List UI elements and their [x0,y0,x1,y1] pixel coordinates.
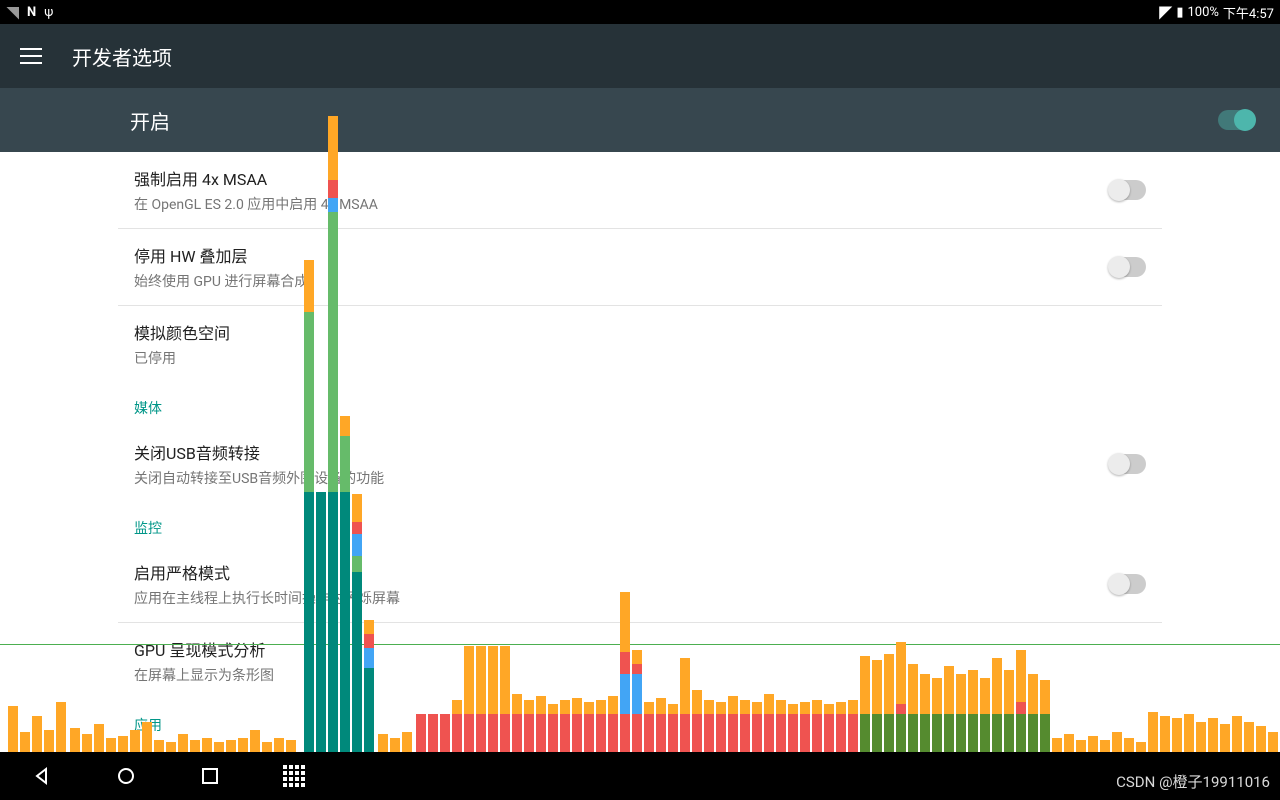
item-sub: 已停用 [134,348,1146,368]
app-bar: 开发者选项 [0,24,1280,88]
switch-msaa[interactable] [1110,180,1146,200]
recent-button[interactable] [198,764,222,788]
usb-icon: ψ [44,5,53,20]
master-switch[interactable] [1218,110,1254,130]
battery-icon: ▮ [1176,5,1183,20]
item-title: 强制启用 4x MSAA [134,166,1110,190]
status-bar: ◥ N ψ ◤ ▮ 100% 下午4:57 [0,0,1280,24]
switch-usb[interactable] [1110,454,1146,474]
wifi-icon: ◤ [1159,3,1172,22]
switch-hw[interactable] [1110,257,1146,277]
section-media: 媒体 [118,382,1162,426]
navigation-bar [0,752,1280,800]
switch-strict[interactable] [1110,574,1146,594]
section-app: 应用 [118,699,1162,743]
item-disable-hw-overlay[interactable]: 停用 HW 叠加层 始终使用 GPU 进行屏幕合成 [118,229,1162,306]
n-icon: N [27,5,36,20]
item-strict-mode[interactable]: 启用严格模式 应用在主线程上执行长时间操作时闪烁屏幕 [118,546,1162,623]
item-title: 停用 HW 叠加层 [134,243,1110,267]
page-title: 开发者选项 [72,42,172,71]
master-switch-row[interactable]: 开启 [0,88,1280,152]
item-title: 启用严格模式 [134,560,1110,584]
settings-list: 强制启用 4x MSAA 在 OpenGL ES 2.0 应用中启用 4x MS… [118,152,1162,743]
item-title: GPU 呈现模式分析 [134,637,1146,661]
back-button[interactable] [30,764,54,788]
clock: 下午4:57 [1223,3,1274,22]
item-sub: 应用在主线程上执行长时间操作时闪烁屏幕 [134,588,1110,608]
item-sub: 在 OpenGL ES 2.0 应用中启用 4x MSAA [134,194,1110,214]
master-switch-label: 开启 [130,106,170,135]
item-sub: 始终使用 GPU 进行屏幕合成 [134,271,1110,291]
battery-pct: 100% [1187,5,1218,20]
item-title: 模拟颜色空间 [134,320,1146,344]
item-simulate-color-space[interactable]: 模拟颜色空间 已停用 [118,306,1162,382]
section-monitor: 监控 [118,502,1162,546]
item-gpu-profiling[interactable]: GPU 呈现模式分析 在屏幕上显示为条形图 [118,623,1162,699]
notif-icon: ◥ [6,3,19,22]
apps-button[interactable] [282,764,306,788]
menu-icon[interactable] [20,48,42,64]
home-button[interactable] [114,764,138,788]
item-usb-audio[interactable]: 关闭USB音频转接 关闭自动转接至USB音频外围设备的功能 [118,426,1162,502]
item-title: 关闭USB音频转接 [134,440,1110,464]
item-sub: 关闭自动转接至USB音频外围设备的功能 [134,468,1110,488]
item-sub: 在屏幕上显示为条形图 [134,665,1146,685]
item-force-msaa[interactable]: 强制启用 4x MSAA 在 OpenGL ES 2.0 应用中启用 4x MS… [118,152,1162,229]
